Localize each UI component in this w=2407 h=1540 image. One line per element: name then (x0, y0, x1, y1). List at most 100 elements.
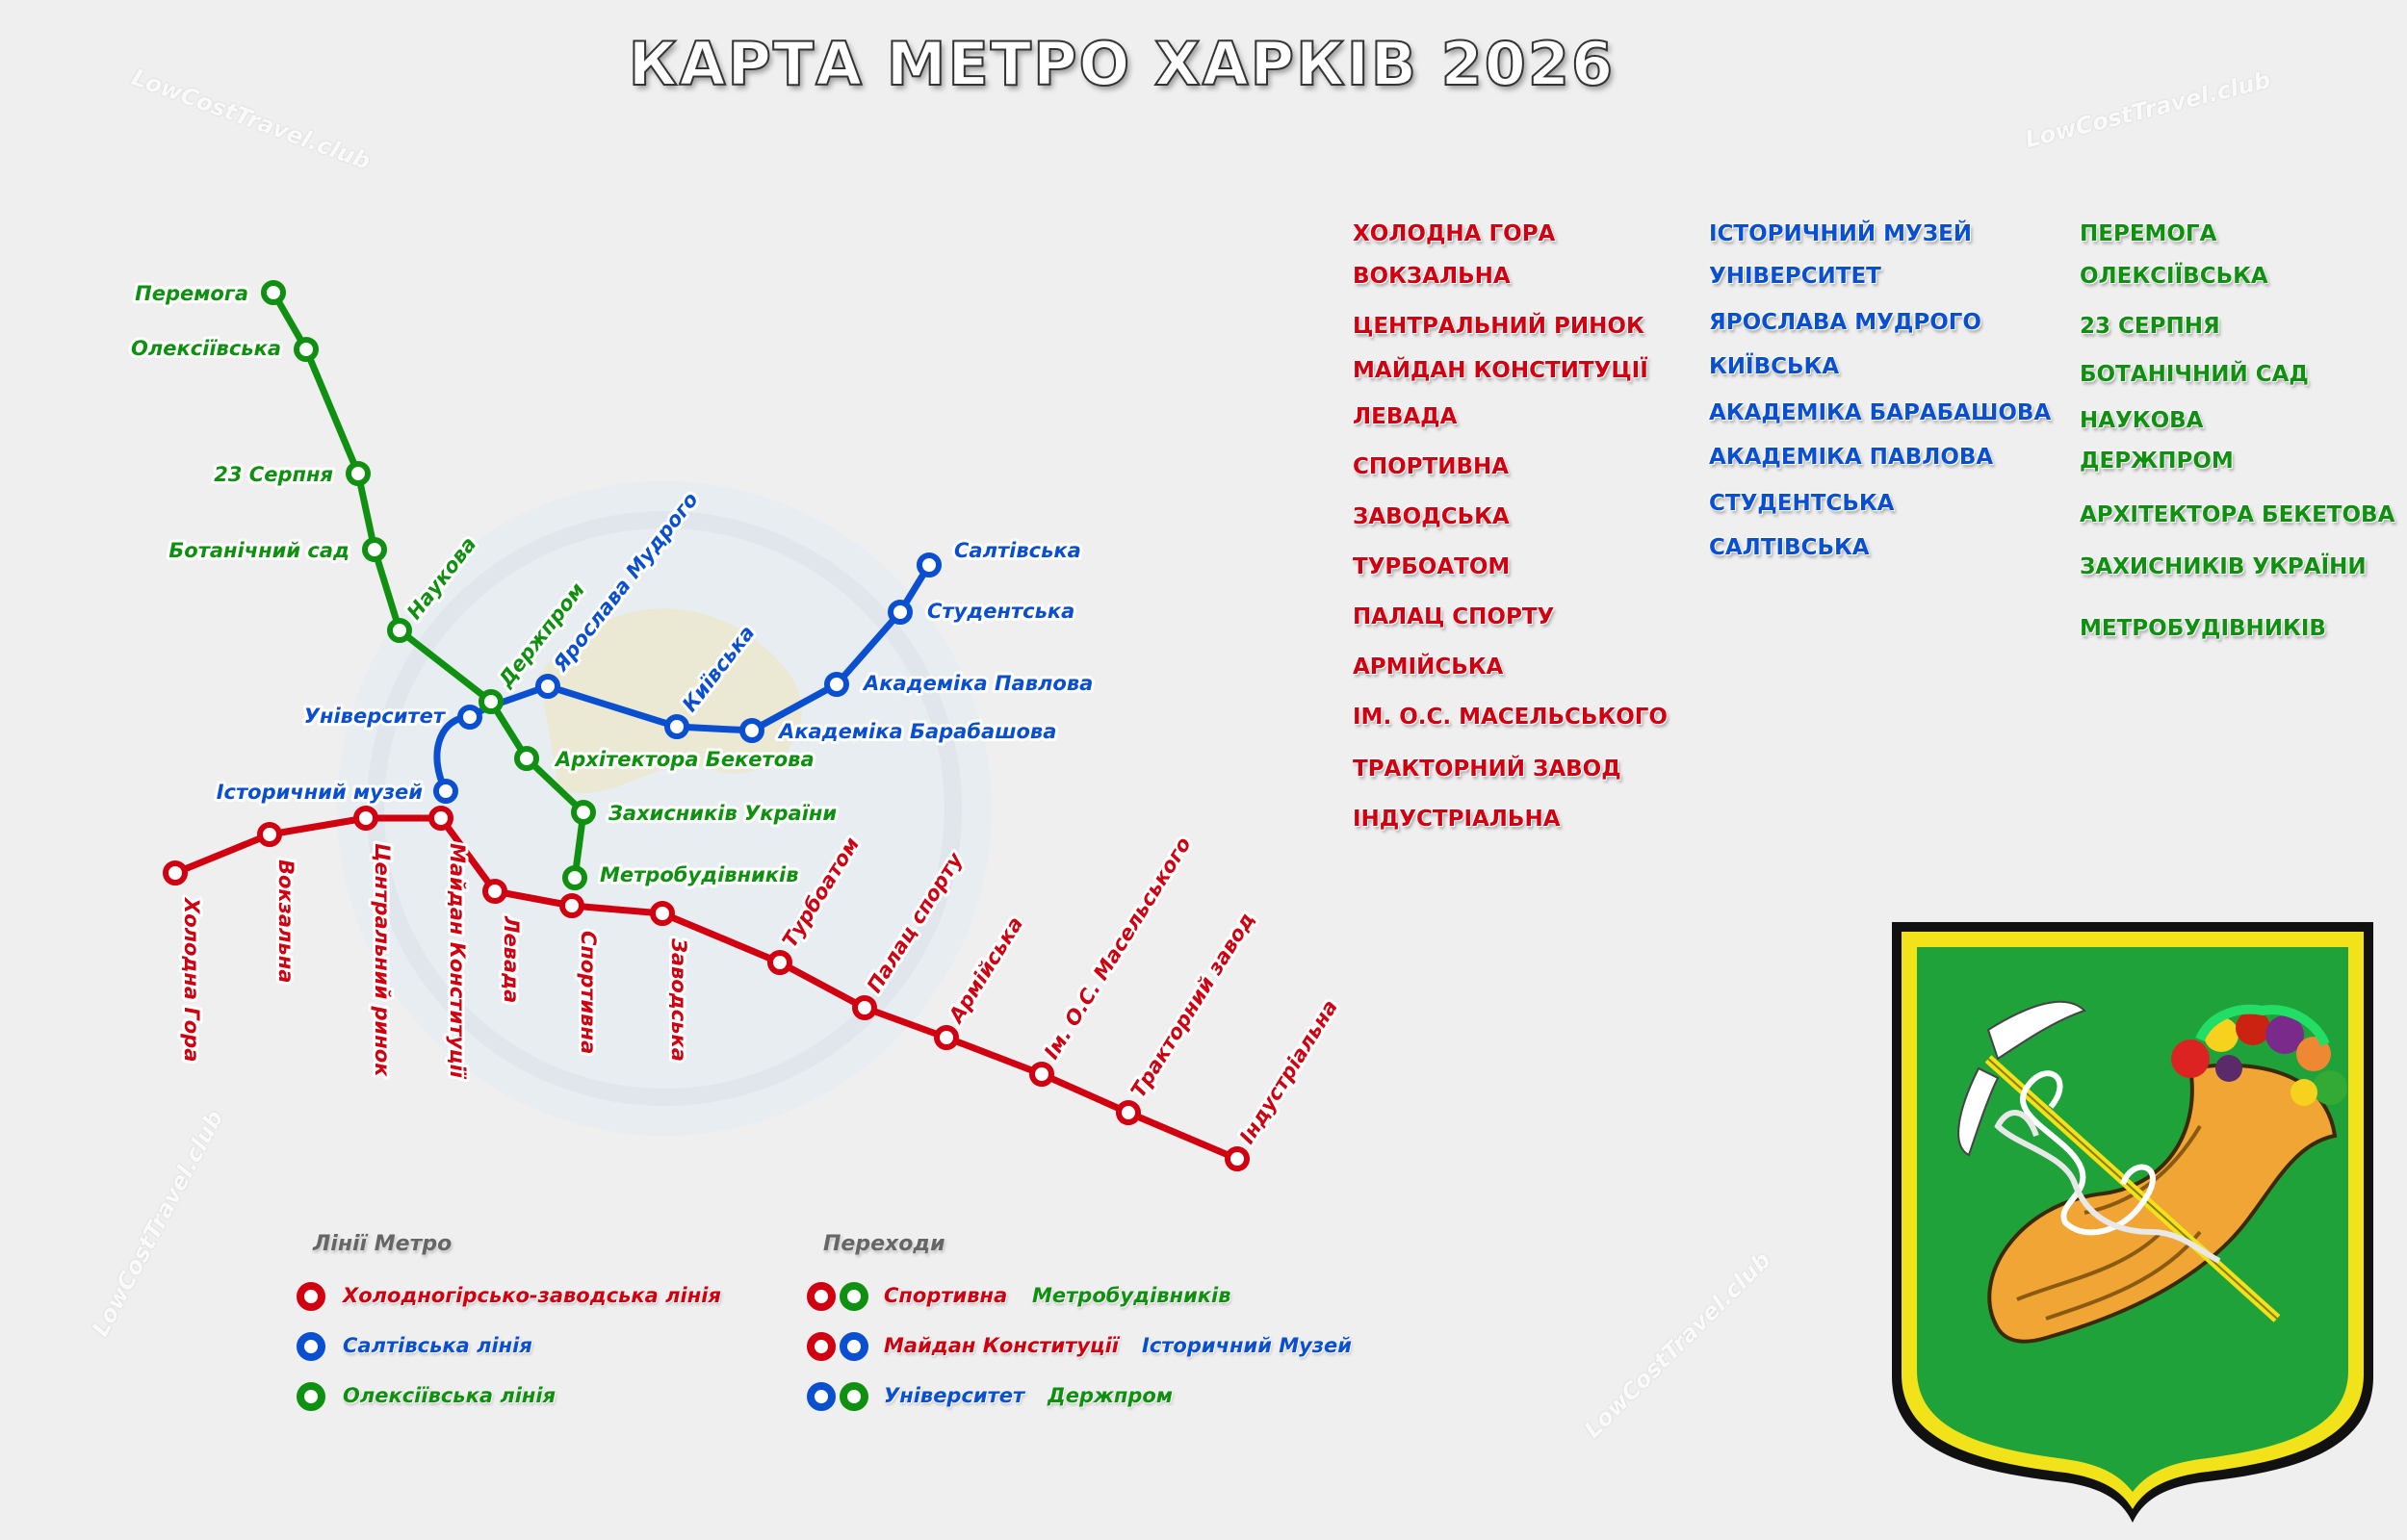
station-list-item: ІНДУСТРІАЛЬНА (1353, 807, 1561, 832)
station-label: Холодна Гора (180, 896, 203, 1062)
station-marker[interactable] (934, 1025, 959, 1050)
legend-transfer-marker (807, 1382, 836, 1411)
station-list-item: ТРАКТОРНИЙ ЗАВОД (1353, 757, 1621, 782)
station-list-item: КИЇВСЬКА (1709, 354, 1840, 379)
station-list-item: БОТАНІЧНИЙ САД (2080, 362, 2309, 387)
station-label: Академіка Павлова (862, 672, 1093, 695)
station-marker[interactable] (824, 672, 849, 697)
station-marker[interactable] (353, 806, 378, 831)
station-list-item: ЦЕНТРАЛЬНИЙ РИНОК (1353, 314, 1644, 339)
station-marker[interactable] (428, 806, 453, 831)
station-list-item: ЛЕВАДА (1353, 404, 1458, 429)
legend-line-marker (297, 1332, 325, 1361)
station-label: Спортивна (577, 931, 600, 1054)
station-list-item: МАЙДАН КОНСТИТУЦІЇ (1353, 358, 1648, 383)
station-label: Турбоатом (778, 834, 864, 952)
station-list-item: ЗАХИСНИКІВ УКРАЇНИ (2080, 554, 2367, 579)
legend-line-marker (297, 1282, 325, 1311)
station-marker[interactable] (346, 461, 371, 486)
station-list-item: АРХІТЕКТОРА БЕКЕТОВА (2080, 502, 2395, 527)
station-label: Армійська (944, 912, 1027, 1028)
station-marker[interactable] (163, 860, 188, 886)
station-marker[interactable] (571, 800, 596, 825)
station-list-item: ІМ. О.С. МАСЕЛЬСЬКОГО (1353, 705, 1668, 730)
station-marker[interactable] (457, 705, 482, 730)
legend-transfer-marker (807, 1282, 836, 1311)
station-label: Студентська (927, 600, 1074, 623)
legend-lines-heading: Лінії Метро (313, 1232, 453, 1256)
station-label: Центральний ринок (371, 843, 394, 1077)
station-list-item: ПЕРЕМОГА (2080, 221, 2217, 246)
station-list-item: ТУРБОАТОМ (1353, 554, 1511, 579)
station-list-item: СТУДЕНТСЬКА (1709, 491, 1895, 516)
station-label: Архітектора Бекетова (554, 748, 815, 771)
station-label: 23 Серпня (214, 463, 333, 486)
legend-transfer-marker (807, 1332, 836, 1361)
station-marker[interactable] (433, 779, 458, 804)
station-marker[interactable] (479, 689, 504, 714)
station-marker[interactable] (650, 901, 675, 926)
legend-transfer-marker (840, 1382, 868, 1411)
station-label: Олексіївська (131, 337, 281, 360)
station-marker[interactable] (559, 893, 584, 918)
legend-transfer-to: Держпром (1048, 1384, 1174, 1407)
station-label: Індустріальна (1235, 996, 1342, 1148)
station-marker[interactable] (739, 718, 764, 743)
legend-transfer-to: Метробудівників (1032, 1284, 1231, 1307)
legend-transfers-heading: Переходи (823, 1232, 945, 1256)
station-label: Академіка Барабашова (777, 720, 1056, 743)
station-marker[interactable] (767, 950, 792, 975)
station-list-item: АРМІЙСЬКА (1353, 654, 1504, 680)
legend-transfer-to: Історичний Музей (1142, 1334, 1353, 1357)
station-marker[interactable] (261, 280, 286, 305)
station-label: Київська (678, 621, 759, 716)
station-marker[interactable] (888, 600, 913, 625)
station-label: Палац спорту (863, 848, 968, 997)
station-label: Майдан Конституції (446, 843, 469, 1080)
station-list-item: МЕТРОБУДІВНИКІВ (2080, 616, 2326, 641)
blue-line-track (433, 561, 933, 795)
station-label: Університет (304, 705, 447, 728)
legend-line-label: Холодногірсько-заводська лінія (343, 1284, 721, 1307)
station-marker[interactable] (257, 822, 282, 847)
station-marker[interactable] (917, 552, 942, 578)
station-marker[interactable] (1029, 1062, 1054, 1087)
station-label: Перемога (135, 282, 248, 305)
station-label: Історичний музей (217, 781, 424, 804)
station-marker[interactable] (1225, 1146, 1250, 1171)
station-list-item: ВОКЗАЛЬНА (1353, 264, 1511, 289)
station-list-item: АКАДЕМІКА ПАВЛОВА (1709, 445, 1994, 470)
station-label: Захисників України (608, 802, 837, 825)
station-list-item: ОЛЕКСІЇВСЬКА (2080, 264, 2268, 289)
station-list-item: СПОРТИВНА (1353, 454, 1510, 479)
station-list-item: ЗАВОДСЬКА (1353, 504, 1510, 529)
station-marker[interactable] (852, 995, 877, 1020)
station-marker[interactable] (562, 865, 587, 890)
station-label: Заводська (667, 937, 690, 1062)
station-marker[interactable] (362, 537, 387, 562)
station-marker[interactable] (294, 337, 319, 362)
station-label: Наукова (402, 532, 480, 624)
page-title: КАРТА МЕТРО ХАРКІВ 2026 (628, 28, 1616, 100)
station-label: Салтівська (954, 539, 1081, 562)
station-list-item: 23 СЕРПНЯ (2080, 314, 2220, 339)
station-list-item: ЯРОСЛАВА МУДРОГО (1709, 310, 1981, 335)
station-marker[interactable] (514, 746, 539, 771)
station-label: Тракторний завод (1126, 909, 1259, 1102)
legend-transfer-marker (840, 1332, 868, 1361)
legend-line-label: Салтівська лінія (343, 1334, 532, 1357)
metro-scheme: Перемога Олексіївська 23 Серпня Ботанічний … (128, 279, 1345, 1171)
station-marker[interactable] (664, 714, 689, 739)
legend-line-label: Олексіївська лінія (343, 1384, 556, 1407)
station-marker[interactable] (1116, 1100, 1141, 1125)
station-list-item: ПАЛАЦ СПОРТУ (1353, 604, 1555, 629)
station-marker[interactable] (535, 674, 560, 699)
legend-transfer-from: Спортивна (884, 1284, 1008, 1307)
station-label: Левада (500, 915, 523, 1003)
station-marker[interactable] (387, 618, 412, 643)
station-marker[interactable] (482, 879, 507, 904)
legend-transfer-from: Майдан Конституції (884, 1334, 1119, 1357)
station-list-item: УНІВЕРСИТЕТ (1709, 264, 1881, 289)
